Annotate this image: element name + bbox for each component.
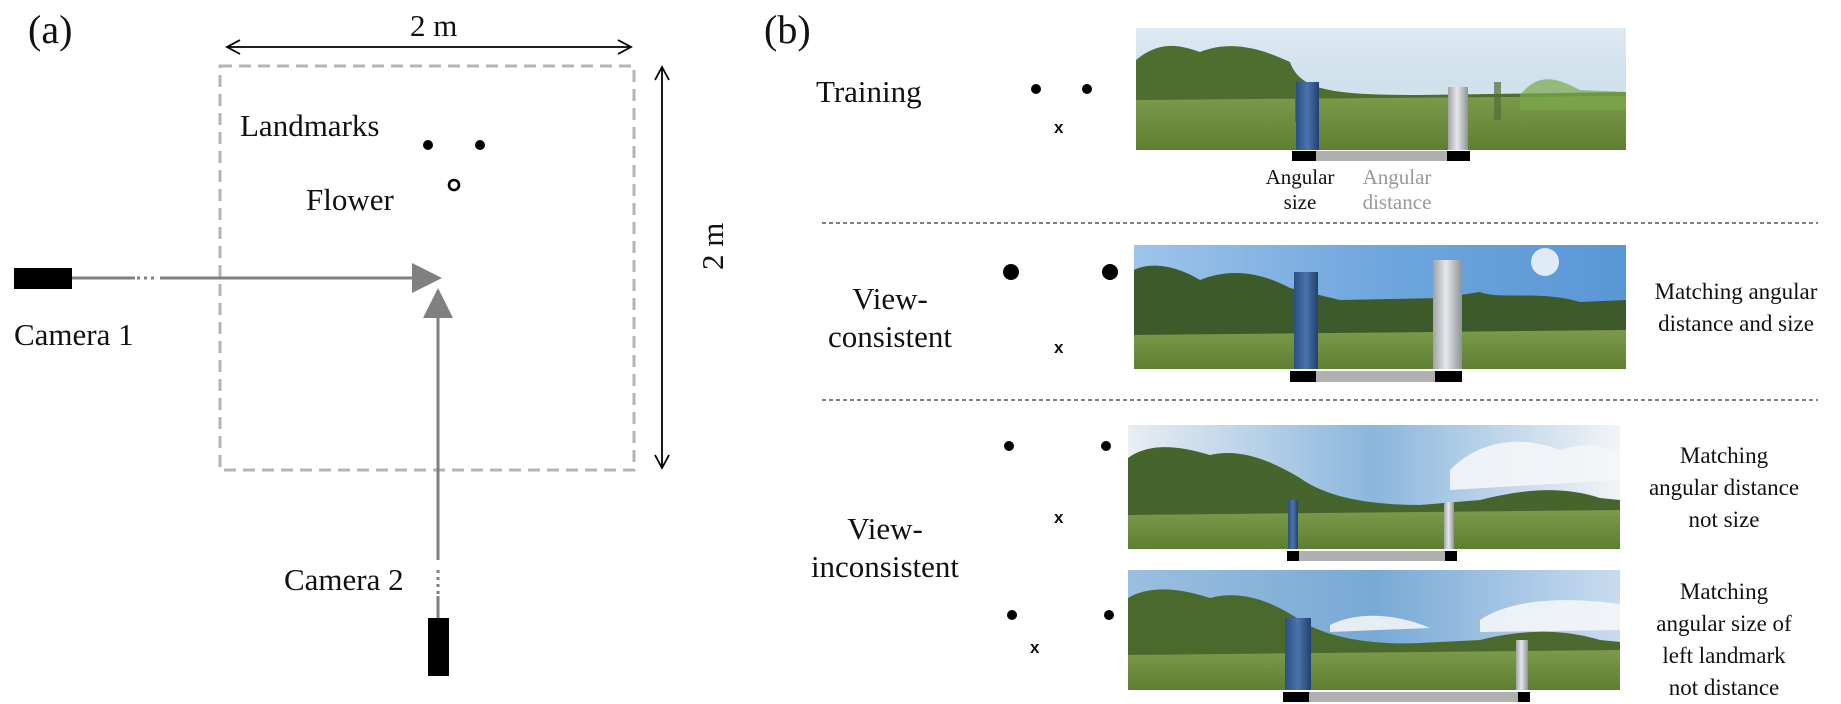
consistent-angular-distance-bar <box>1290 371 1462 382</box>
training-dot-right <box>1082 84 1092 94</box>
training-angular-size-right <box>1447 151 1470 161</box>
row-view-inconsistent-line2: inconsistent <box>810 549 960 584</box>
row-view-consistent-line2: consistent <box>828 319 952 354</box>
note-view-consistent-line1: Matching angular <box>1654 279 1818 304</box>
panel-b-label: (b) <box>764 7 811 52</box>
inconsistent2-x-marker: x <box>1030 638 1040 657</box>
note-inconsistent-distance-line3: not size <box>1688 507 1760 532</box>
camera1-label: Camera 1 <box>14 317 134 352</box>
consistent-angular-size-right <box>1435 371 1462 382</box>
note-inconsistent-distance-line2: angular distance <box>1648 475 1800 500</box>
angular-size-label: Angular size <box>1252 165 1348 215</box>
arena-width-label: 2 m <box>410 8 458 43</box>
angular-distance-line2: distance <box>1362 190 1432 214</box>
note-inconsistent-size-line4: not distance <box>1668 675 1780 700</box>
inconsistent1-dot-right <box>1101 441 1111 451</box>
row-view-inconsistent-line1: View- <box>847 511 923 546</box>
note-inconsistent-size-line3: left landmark <box>1662 643 1786 668</box>
consistent-angular-size-left <box>1290 371 1316 382</box>
camera2-label: Camera 2 <box>284 562 404 597</box>
arena-flower <box>447 178 461 192</box>
row-view-inconsistent-label: View- inconsistent <box>785 510 985 586</box>
consistent-dot-left <box>1003 264 1019 280</box>
note-inconsistent-distance-line1: Matching <box>1679 443 1769 468</box>
training-x-marker: x <box>1054 118 1064 137</box>
arena-width-arrow <box>225 39 633 55</box>
note-view-consistent-line2: distance and size <box>1658 311 1814 336</box>
arena-landmark-left <box>423 140 433 150</box>
landmarks-label: Landmarks <box>240 108 380 143</box>
arena-height-arrow <box>654 65 670 470</box>
angular-size-line2: size <box>1283 190 1317 214</box>
photo-inconsistent-size <box>1128 570 1620 690</box>
training-angular-size-left <box>1292 151 1316 161</box>
camera1-icon <box>14 268 72 289</box>
angular-distance-line1: Angular <box>1362 165 1432 189</box>
camera2-icon <box>428 618 449 676</box>
photo-view-consistent <box>1134 245 1626 369</box>
row-view-consistent-line1: View- <box>852 281 928 316</box>
note-view-consistent: Matching angular distance and size <box>1632 276 1840 340</box>
note-inconsistent-size-line2: angular size of <box>1656 611 1792 636</box>
inconsistent2-angular-size-right <box>1518 692 1530 702</box>
inconsistent2-dot-right <box>1104 610 1114 620</box>
note-inconsistent-size: Matching angular size of left landmark n… <box>1620 576 1828 704</box>
angular-distance-label: Angular distance <box>1342 165 1452 215</box>
photo-training <box>1136 28 1626 150</box>
row-view-consistent-label: View- consistent <box>800 280 980 356</box>
consistent-dot-right <box>1102 264 1118 280</box>
inconsistent1-angular-size-right <box>1445 551 1457 561</box>
flower-label: Flower <box>306 182 394 217</box>
consistent-x-marker: x <box>1054 338 1064 357</box>
arena-height-label: 2 m <box>695 222 730 270</box>
arena-landmark-right <box>475 140 485 150</box>
inconsistent2-angular-size-left <box>1283 692 1309 702</box>
training-dot-left <box>1031 84 1041 94</box>
inconsistent1-angular-distance-bar <box>1287 551 1457 561</box>
inconsistent1-x-marker: x <box>1054 508 1064 527</box>
inconsistent2-dot-left <box>1007 610 1017 620</box>
note-inconsistent-size-line1: Matching <box>1679 579 1769 604</box>
row-training-label: Training <box>816 74 922 109</box>
training-angular-distance-bar <box>1292 151 1470 161</box>
panel-a-label: (a) <box>28 7 73 52</box>
arena-boundary <box>218 64 636 472</box>
angular-size-line1: Angular <box>1265 165 1335 189</box>
inconsistent1-angular-size-left <box>1287 551 1299 561</box>
inconsistent2-angular-distance-bar <box>1283 692 1530 702</box>
photo-inconsistent-distance <box>1128 425 1620 549</box>
inconsistent1-dot-left <box>1004 441 1014 451</box>
note-inconsistent-distance: Matching angular distance not size <box>1620 440 1828 536</box>
